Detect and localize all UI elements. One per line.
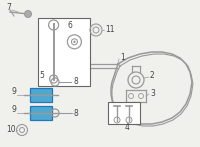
Text: 8: 8 bbox=[74, 108, 79, 117]
Text: 1: 1 bbox=[120, 52, 125, 61]
Bar bbox=[38, 18, 90, 86]
Text: 11: 11 bbox=[105, 25, 114, 35]
Text: 10: 10 bbox=[6, 126, 16, 135]
Bar bbox=[30, 88, 52, 102]
Circle shape bbox=[73, 41, 76, 43]
Text: 5: 5 bbox=[39, 71, 44, 81]
Text: 2: 2 bbox=[150, 71, 155, 81]
Text: 3: 3 bbox=[150, 90, 155, 98]
Text: 9: 9 bbox=[11, 106, 16, 115]
Text: 8: 8 bbox=[74, 77, 79, 86]
Circle shape bbox=[24, 10, 32, 17]
Text: 9: 9 bbox=[11, 87, 16, 96]
Text: 4: 4 bbox=[125, 123, 130, 132]
Text: 7: 7 bbox=[6, 4, 11, 12]
Bar bbox=[108, 102, 140, 124]
Text: 6: 6 bbox=[68, 21, 73, 30]
Bar bbox=[30, 106, 52, 120]
